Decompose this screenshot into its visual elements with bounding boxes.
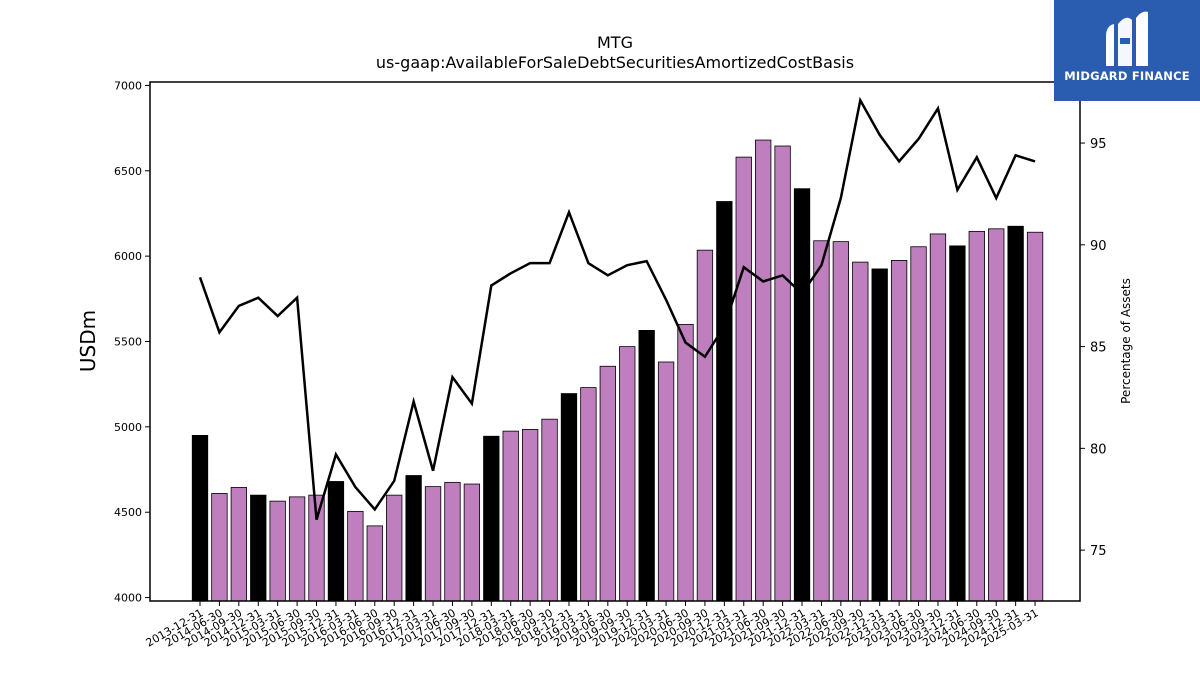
bar-2017-12-31 bbox=[483, 435, 500, 602]
bar-2023-09-30 bbox=[929, 233, 947, 602]
bar-2020-03-31 bbox=[657, 361, 675, 602]
bar-2021-06-30 bbox=[755, 139, 772, 602]
y2-tick-label: 95 bbox=[1090, 137, 1107, 152]
right-axis: 75 80 85 90 95 bbox=[1080, 137, 1107, 559]
bar-2023-12-31 bbox=[949, 245, 966, 602]
y2-tick-label: 75 bbox=[1090, 544, 1107, 559]
bar-2021-12-31 bbox=[793, 188, 811, 602]
y2-tick-label: 85 bbox=[1090, 341, 1107, 356]
bar-2019-06-30 bbox=[599, 365, 616, 602]
bar-2024-06-30 bbox=[968, 230, 985, 602]
chart-subtitle: us-gaap:AvailableForSaleDebtSecuritiesAm… bbox=[376, 53, 854, 72]
bar-2016-09-30 bbox=[386, 494, 403, 602]
bar-2022-03-31 bbox=[813, 240, 830, 602]
chart-title: MTG bbox=[597, 33, 633, 52]
bar-2019-03-31 bbox=[580, 387, 597, 602]
bar-2017-09-30 bbox=[463, 483, 481, 602]
y-tick-label: 5500 bbox=[114, 336, 142, 349]
percentage-line bbox=[198, 96, 1036, 520]
bar-2020-06-30 bbox=[677, 324, 694, 602]
y-tick-label: 4000 bbox=[114, 592, 142, 605]
bar-2022-09-30 bbox=[852, 261, 869, 602]
bar-2013-12-31 bbox=[191, 434, 209, 602]
bar-2018-09-30 bbox=[541, 418, 558, 602]
bar-2020-12-31 bbox=[716, 201, 733, 602]
bar-2016-12-31 bbox=[405, 475, 422, 602]
bar-2017-06-30 bbox=[444, 481, 461, 602]
y-tick-label: 6000 bbox=[114, 250, 142, 263]
bar-2022-06-30 bbox=[832, 241, 850, 602]
bar-2015-12-31 bbox=[327, 481, 345, 602]
bar-2020-09-30 bbox=[696, 249, 714, 602]
x-axis: 2013-12-312014-06-302014-09-302014-12-31… bbox=[144, 601, 1041, 650]
left-axis: 4000 4500 5000 5500 6000 6500 7000 bbox=[114, 79, 150, 605]
y-tick-label: 4500 bbox=[114, 506, 142, 519]
bar-2014-12-31 bbox=[250, 494, 267, 602]
y-tick-label: 5000 bbox=[114, 421, 142, 434]
bar-2024-09-30 bbox=[988, 228, 1005, 602]
bar-2018-03-31 bbox=[502, 430, 519, 602]
y-tick-label: 7000 bbox=[114, 79, 142, 92]
bar-2021-03-31 bbox=[735, 156, 752, 602]
midgard-logo-icon bbox=[1106, 11, 1148, 67]
bar-2016-06-30 bbox=[366, 525, 383, 602]
bar-2015-06-30 bbox=[288, 496, 306, 602]
bar-2014-06-30 bbox=[211, 493, 228, 602]
bar-2024-12-31 bbox=[1007, 225, 1024, 602]
bar-2018-06-30 bbox=[521, 429, 539, 602]
y2-tick-label: 90 bbox=[1090, 239, 1107, 254]
y-axis-label: USDm bbox=[76, 310, 100, 372]
bar-2021-09-30 bbox=[774, 145, 791, 602]
bar-2015-03-31 bbox=[269, 500, 286, 602]
bar-2019-12-31 bbox=[638, 329, 655, 602]
bar-2018-12-31 bbox=[560, 393, 578, 602]
brand-name: MIDGARD FINANCE bbox=[1064, 69, 1190, 83]
bar-2016-03-31 bbox=[347, 510, 364, 602]
bar-2014-09-30 bbox=[230, 487, 247, 602]
y2-tick-label: 80 bbox=[1090, 442, 1107, 457]
brand-logo: MIDGARD FINANCE bbox=[1054, 0, 1200, 101]
bar-2022-12-31 bbox=[871, 268, 888, 602]
bars-layer bbox=[191, 139, 1044, 602]
y2-axis-label: Percentage of Assets bbox=[1119, 278, 1133, 404]
bar-2023-03-31 bbox=[890, 260, 908, 602]
bar-2017-03-31 bbox=[424, 486, 442, 602]
y-tick-label: 6500 bbox=[114, 165, 142, 178]
bar-2023-06-30 bbox=[910, 246, 927, 602]
bar-2025-03-31 bbox=[1026, 231, 1044, 602]
bar-2019-09-30 bbox=[619, 346, 636, 602]
